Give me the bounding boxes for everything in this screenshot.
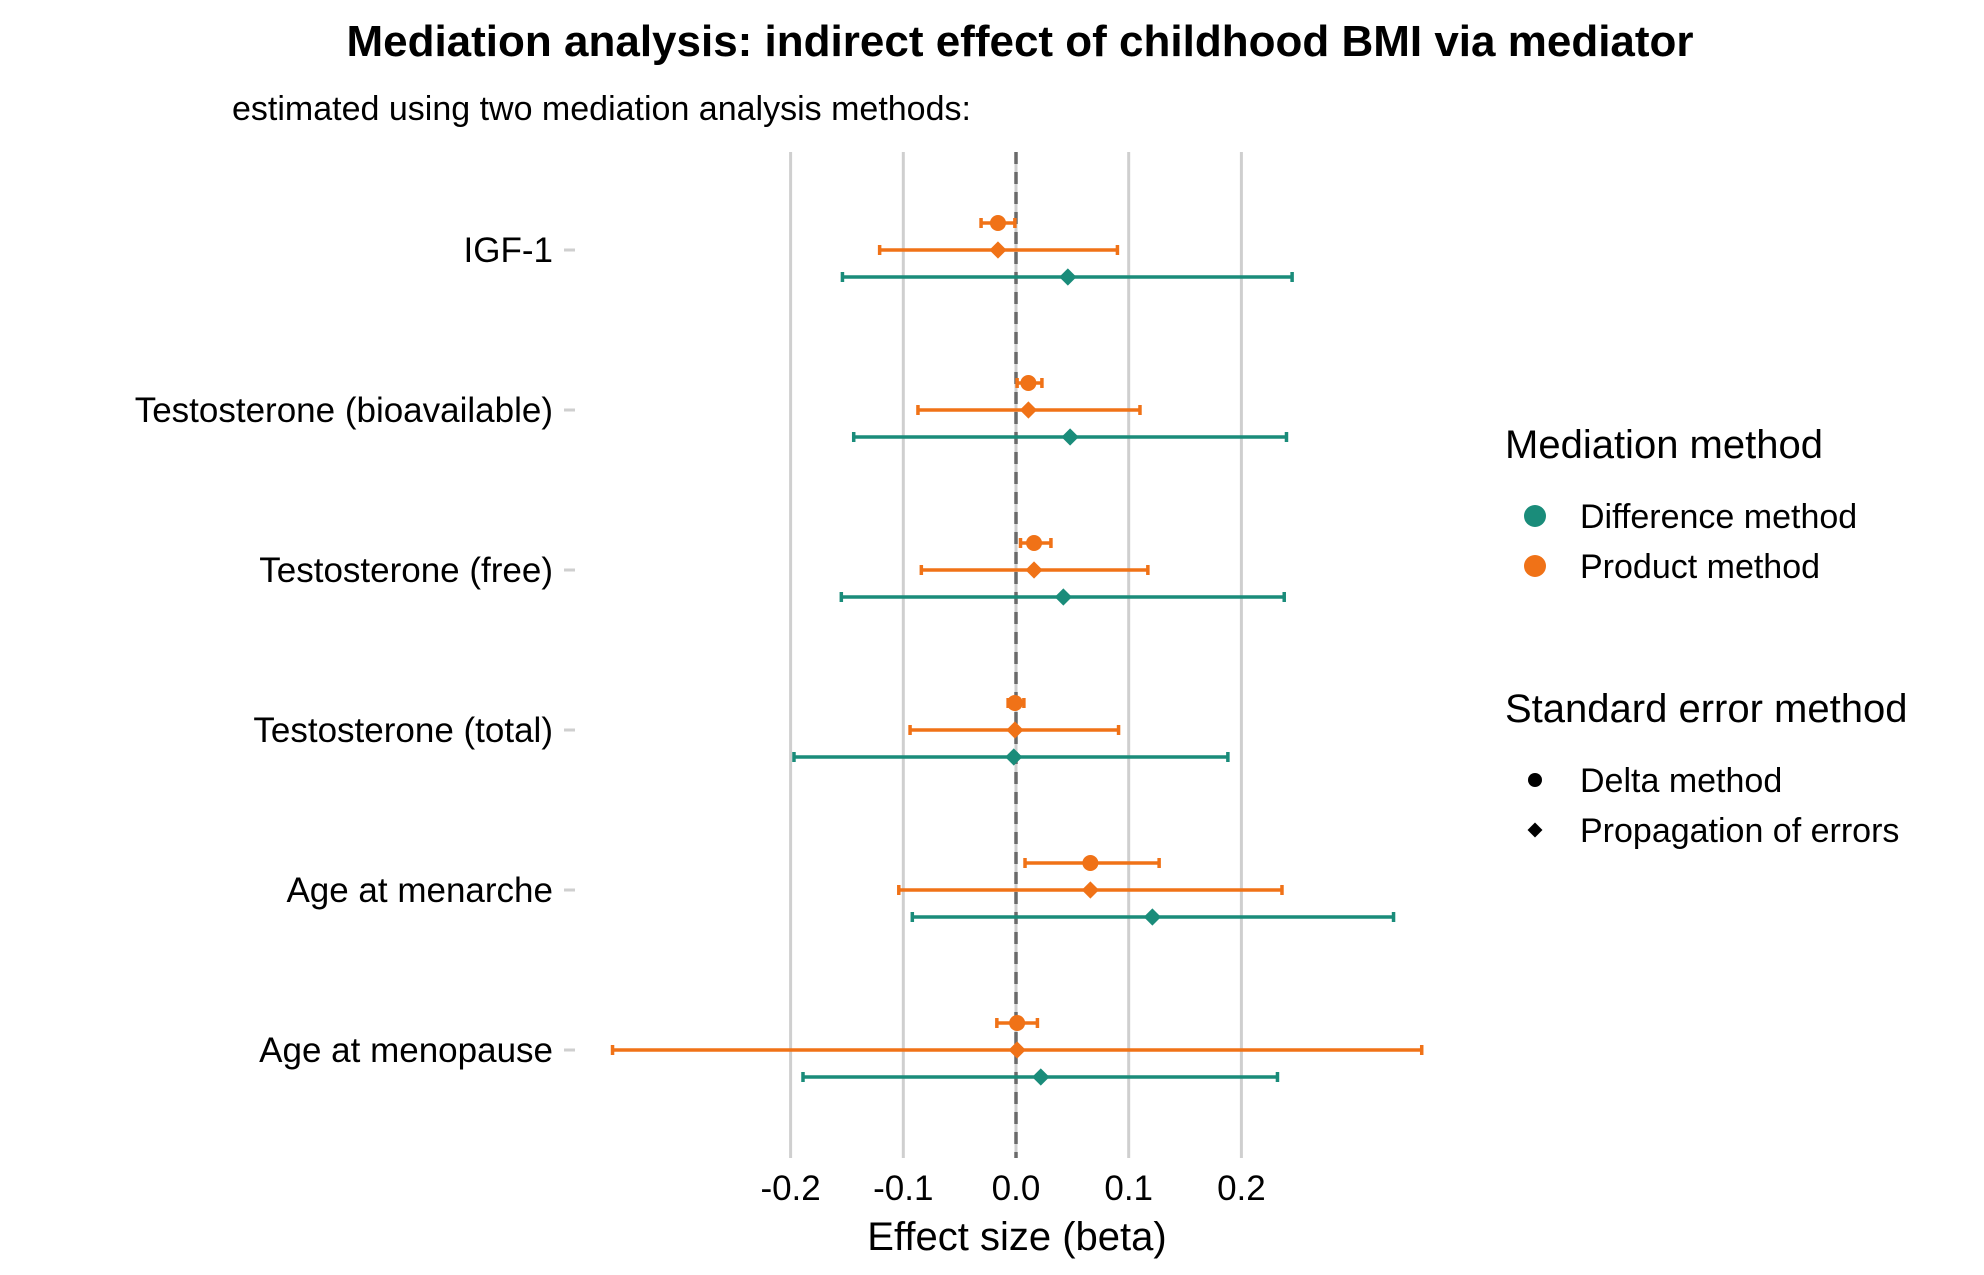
x-tick-label: -0.2 bbox=[760, 1169, 820, 1208]
legend-key-circle-icon bbox=[1524, 505, 1546, 527]
point-estimate bbox=[1059, 268, 1077, 286]
point-estimate bbox=[1006, 695, 1023, 711]
y-tick-label: Testosterone (bioavailable) bbox=[135, 391, 553, 430]
point-estimate bbox=[1082, 855, 1099, 871]
point-estimate bbox=[1009, 1015, 1026, 1031]
x-axis: -0.2 -0.1 0.0 0.1 0.2 bbox=[760, 1169, 1265, 1208]
legend-key-circle-icon bbox=[1524, 555, 1546, 577]
legend-title: Standard error method bbox=[1505, 687, 1907, 731]
series-1 bbox=[610, 241, 1424, 1059]
x-tick-label: -0.1 bbox=[873, 1169, 933, 1208]
legend-item-label: Difference method bbox=[1580, 498, 1857, 536]
grid-layer bbox=[789, 152, 1243, 1158]
point-estimate bbox=[1019, 401, 1038, 419]
point-estimate bbox=[989, 215, 1006, 231]
point-estimate bbox=[1026, 535, 1043, 551]
point-estimate bbox=[1020, 375, 1037, 391]
x-axis-title: Effect size (beta) bbox=[867, 1215, 1166, 1259]
y-tick-label: IGF-1 bbox=[464, 231, 553, 270]
legend-item-label: Delta method bbox=[1580, 762, 1782, 800]
chart-title: Mediation analysis: indirect effect of c… bbox=[346, 17, 1693, 66]
point-estimate bbox=[1081, 881, 1100, 899]
point-estimate bbox=[1025, 561, 1043, 579]
legend-item-label: Product method bbox=[1580, 548, 1820, 586]
y-tick-label: Testosterone (free) bbox=[259, 551, 553, 590]
point-estimate bbox=[1061, 428, 1079, 446]
y-tick-label: Age at menarche bbox=[286, 871, 553, 910]
point-estimate bbox=[1008, 1041, 1026, 1059]
x-tick-label: 0.1 bbox=[1104, 1169, 1153, 1208]
point-estimate bbox=[989, 241, 1007, 259]
legend: Mediation method Difference method Product… bbox=[1505, 423, 1907, 850]
x-tick-label: 0.0 bbox=[992, 1169, 1041, 1208]
point-estimate bbox=[1054, 588, 1072, 606]
y-tick-label: Age at menopause bbox=[259, 1031, 553, 1070]
y-axis-labels: IGF-1 Testosterone (bioavailable) Testoste… bbox=[135, 231, 575, 1070]
series-2 bbox=[792, 268, 1396, 1086]
point-estimate bbox=[1006, 721, 1024, 739]
legend-key-circle-icon bbox=[1528, 773, 1542, 787]
point-estimate bbox=[1143, 908, 1161, 926]
legend-title: Mediation method bbox=[1505, 423, 1823, 467]
x-tick-label: 0.2 bbox=[1217, 1169, 1266, 1208]
point-estimate bbox=[1032, 1068, 1050, 1086]
series-0 bbox=[979, 215, 1161, 1031]
point-estimate bbox=[1005, 748, 1023, 766]
legend-item-label: Propagation of errors bbox=[1580, 812, 1899, 850]
data-marks bbox=[610, 215, 1424, 1086]
y-tick-label: Testosterone (total) bbox=[253, 711, 553, 750]
legend-key-diamond-icon bbox=[1527, 822, 1543, 838]
chart-subtitle: estimated using two mediation analysis m… bbox=[232, 90, 971, 128]
